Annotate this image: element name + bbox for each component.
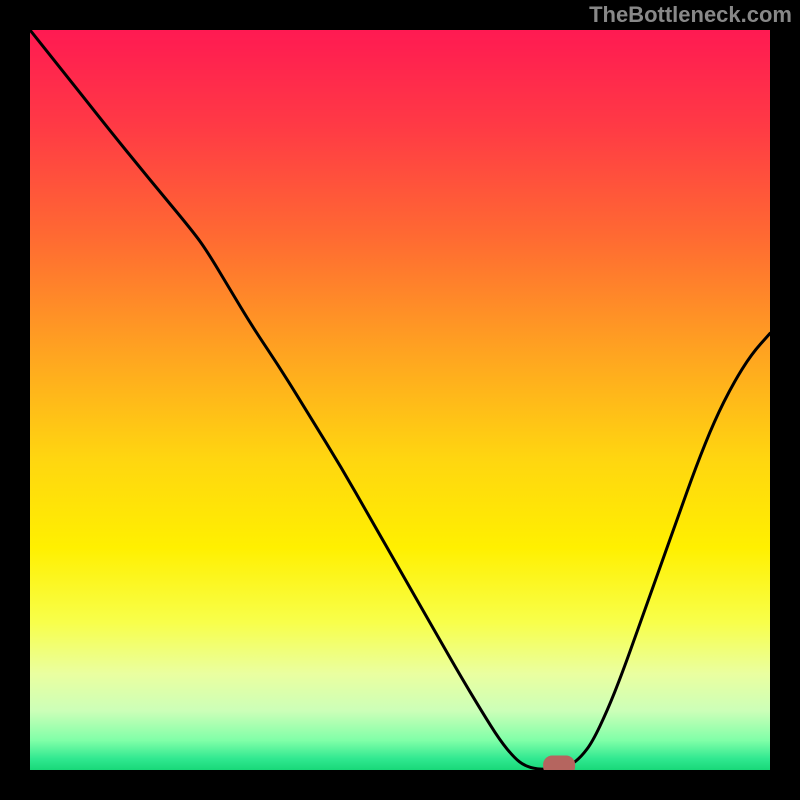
valley-marker [543, 756, 575, 770]
gradient-background [30, 30, 770, 770]
watermark-text: TheBottleneck.com [589, 2, 792, 28]
chart-container [30, 30, 770, 770]
chart-svg [30, 30, 770, 770]
